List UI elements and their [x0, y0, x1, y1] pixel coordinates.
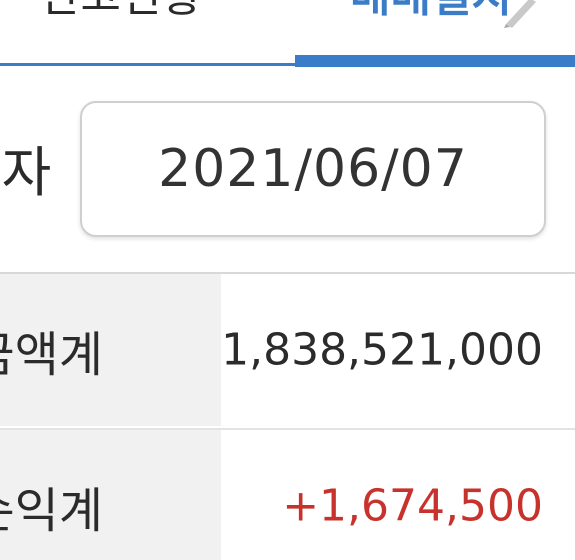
tab-active-indicator: [295, 55, 575, 67]
date-label: 일자: [0, 141, 52, 204]
pen-icon: [504, 0, 536, 28]
summary-table: 금액계 1,838,521,000 손익계 +1,674,500: [0, 272, 575, 560]
date-value: 2021/06/07: [158, 139, 468, 199]
profit-loss-value: +1,674,500: [282, 480, 543, 532]
row-label-cell: 금액계: [0, 274, 221, 426]
date-field[interactable]: 2021/06/07: [80, 101, 546, 237]
tab-trading-journal[interactable]: 매매일지: [350, 0, 512, 32]
tab-trading-journal-label: 매매일지: [350, 0, 512, 22]
row-label-cell: 손익계: [0, 430, 221, 560]
tab-balance-label: 잔고현황: [40, 0, 202, 22]
tab-balance[interactable]: 잔고현황: [40, 0, 202, 32]
tab-underline: [0, 63, 575, 66]
total-amount-value: 1,838,521,000: [221, 324, 543, 376]
table-row: 손익계 +1,674,500: [0, 428, 575, 560]
row-value-cell: +1,674,500: [221, 430, 575, 560]
total-amount-label: 금액계: [0, 327, 103, 383]
profit-loss-label: 손익계: [0, 483, 103, 539]
row-value-cell: 1,838,521,000: [221, 274, 575, 426]
tab-bar: 잔고현황 매매일지: [0, 0, 575, 70]
table-row: 금액계 1,838,521,000: [0, 274, 575, 426]
